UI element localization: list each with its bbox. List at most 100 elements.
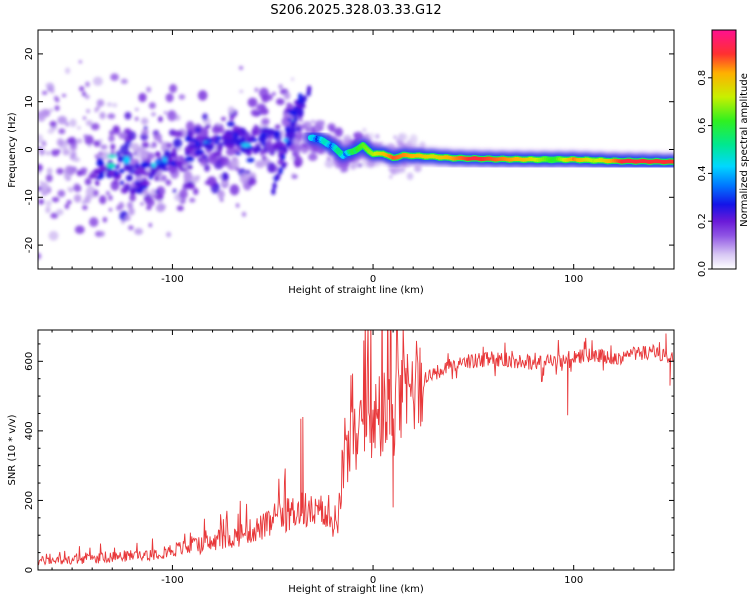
- spectrogram-y-label: Frequency (Hz): [7, 112, 18, 188]
- noise-blob: [107, 113, 116, 120]
- cluster-blob: [155, 160, 161, 164]
- noise-blob: [89, 217, 99, 227]
- noise-blob: [334, 127, 343, 137]
- noise-blob: [185, 121, 195, 132]
- spectrogram-x-label: Height of straight line (km): [288, 285, 424, 296]
- y-tick-label: -10: [24, 189, 35, 205]
- cluster-blob: [88, 174, 98, 179]
- x-tick-label: 100: [564, 575, 583, 586]
- cluster-blob: [185, 151, 190, 156]
- noise-blob: [239, 172, 250, 184]
- cluster-blob: [195, 140, 200, 147]
- noise-blob: [141, 141, 150, 149]
- noise-blob: [41, 140, 47, 147]
- ridge-layer: [309, 135, 674, 165]
- noise-blob: [102, 216, 108, 223]
- cluster-blob: [272, 143, 281, 150]
- noise-blob: [82, 205, 88, 211]
- cluster-blob: [114, 180, 119, 184]
- noise-blob: [266, 94, 273, 101]
- noise-blob: [65, 121, 70, 127]
- noise-blob: [156, 186, 166, 197]
- noise-blob: [305, 127, 310, 131]
- noise-blob: [78, 60, 82, 63]
- streak-blob: [272, 182, 277, 190]
- noise-blob: [84, 177, 92, 186]
- y-tick-label: 10: [24, 95, 35, 108]
- cluster-blob: [283, 138, 288, 142]
- y-tick-label: 400: [24, 421, 35, 440]
- noise-blob: [108, 195, 113, 201]
- noise-blob: [366, 159, 376, 168]
- streak-blob: [281, 162, 287, 169]
- cluster-blob: [188, 164, 193, 170]
- noise-blob: [119, 144, 129, 156]
- noise-blob: [222, 181, 227, 186]
- noise-blob: [92, 76, 103, 86]
- cluster-blob: [188, 155, 193, 162]
- cluster-blob: [123, 156, 130, 164]
- noise-blob: [227, 106, 235, 114]
- noise-blob: [278, 84, 283, 90]
- noise-blob: [165, 179, 172, 186]
- noise-blob: [293, 156, 303, 168]
- noise-blob: [55, 208, 64, 216]
- cluster-blob: [241, 143, 251, 148]
- colorbar-tick-label: 0.0: [697, 261, 708, 277]
- noise-blob: [140, 117, 149, 125]
- cluster-blob: [136, 167, 146, 176]
- y-tick-label: 20: [24, 48, 35, 61]
- cluster-blob: [293, 105, 300, 112]
- noise-blob: [108, 208, 113, 212]
- noise-blob: [220, 116, 226, 121]
- noise-blob: [39, 181, 49, 194]
- noise-blob: [148, 223, 153, 228]
- snr-panel: -100 0 100 0 200 400 600 Height of straight l…: [7, 329, 675, 595]
- cluster-blob: [214, 139, 219, 145]
- noise-blob: [128, 225, 134, 231]
- noise-blob: [143, 190, 149, 194]
- noise-blob: [134, 108, 139, 111]
- cluster-blob: [125, 174, 134, 182]
- noise-blob: [57, 115, 68, 125]
- noise-blob: [321, 120, 325, 124]
- snr-y-axis: 0 200 400 600: [24, 343, 674, 573]
- noise-blob: [189, 197, 196, 203]
- noise-blob: [299, 118, 303, 122]
- noise-blob: [238, 65, 244, 70]
- noise-blob: [134, 228, 144, 235]
- cluster-blob: [246, 157, 255, 163]
- noise-blob: [229, 184, 240, 196]
- noise-blob: [96, 105, 100, 110]
- noise-blob: [112, 125, 120, 133]
- noise-blob: [112, 102, 118, 108]
- noise-blob: [141, 129, 149, 135]
- noise-blob: [275, 124, 281, 130]
- noise-blob: [110, 73, 119, 81]
- streak-blob: [306, 85, 312, 93]
- noise-blob: [271, 92, 276, 96]
- noise-blob: [76, 170, 84, 176]
- noise-blob: [368, 132, 375, 140]
- noise-blob: [51, 196, 60, 203]
- noise-blob: [135, 151, 142, 159]
- noise-blob: [256, 103, 267, 112]
- figure-title: S206.2025.328.03.33.G12: [270, 3, 441, 18]
- noise-blob: [163, 111, 168, 115]
- noise-blob: [49, 120, 57, 127]
- streak-blob: [290, 127, 295, 134]
- noise-blob: [267, 162, 276, 173]
- noise-blob: [134, 117, 139, 121]
- noise-blob: [38, 134, 44, 144]
- noise-blob: [65, 67, 71, 75]
- noise-blob: [151, 112, 156, 117]
- noise-blob: [99, 195, 107, 205]
- cluster-blob: [154, 175, 159, 182]
- noise-blob: [259, 152, 264, 156]
- noise-blob: [359, 135, 364, 139]
- noise-blob: [402, 161, 407, 167]
- noise-blob: [45, 150, 51, 156]
- noise-blob: [176, 205, 184, 212]
- noise-blob: [291, 173, 295, 177]
- noise-blob: [143, 126, 148, 130]
